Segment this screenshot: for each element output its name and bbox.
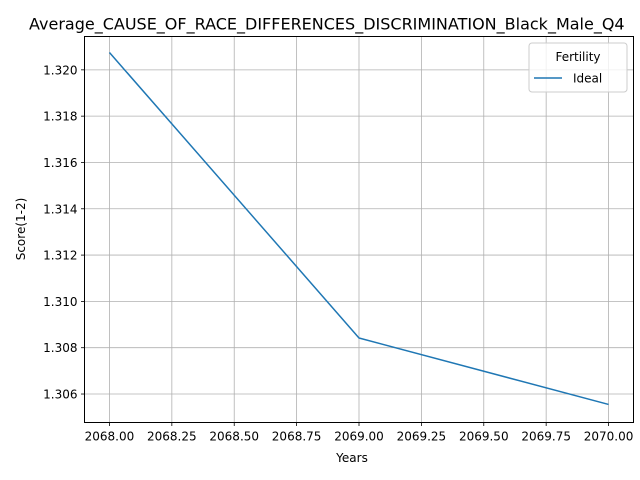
data-point — [607, 403, 610, 406]
x-tick-label: 2068.25 — [147, 430, 197, 444]
y-tick-label: 1.318 — [43, 110, 77, 124]
x-tick-label: 2068.00 — [85, 430, 135, 444]
legend-label: Ideal — [573, 72, 602, 86]
x-tick-label: 2069.00 — [334, 430, 384, 444]
y-tick-label: 1.314 — [43, 202, 77, 216]
x-tick-label: 2068.75 — [272, 430, 322, 444]
grid-lines — [84, 36, 634, 423]
y-tick-label: 1.308 — [43, 341, 77, 355]
x-axis: 2068.00 2068.25 2068.50 2068.75 2069.00 2069.… — [85, 422, 634, 444]
y-axis: 1.306 1.308 1.310 1.312 1.314 1.316 1.318 1.320 — [43, 63, 85, 402]
y-tick-label: 1.306 — [43, 388, 77, 402]
y-tick-label: 1.312 — [43, 249, 77, 263]
y-axis-label: Score(1-2) — [14, 198, 28, 261]
series-layer — [108, 51, 610, 406]
x-axis-label: Years — [335, 451, 368, 465]
x-tick-label: 2070.00 — [584, 430, 634, 444]
data-point — [358, 336, 361, 339]
legend: Fertility Ideal — [528, 42, 628, 93]
series-line-1 — [108, 51, 609, 406]
x-tick-label: 2068.50 — [209, 430, 259, 444]
x-tick-label: 2069.75 — [521, 430, 571, 444]
y-tick-label: 1.316 — [43, 156, 77, 170]
y-tick-label: 1.310 — [43, 295, 77, 309]
y-tick-label: 1.320 — [43, 63, 77, 77]
chart-title: Average_CAUSE_OF_RACE_DIFFERENCES_DISCRI… — [29, 15, 625, 35]
data-point — [108, 51, 111, 54]
x-tick-label: 2069.25 — [397, 430, 447, 444]
legend-title: Fertility — [555, 50, 600, 64]
legend-box — [528, 42, 628, 93]
x-tick-label: 2069.50 — [459, 430, 509, 444]
